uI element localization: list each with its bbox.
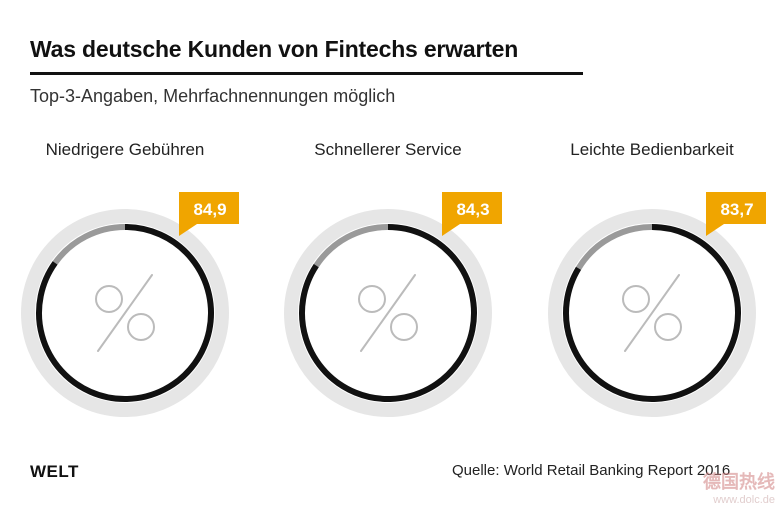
ring-value-arc: [299, 224, 477, 402]
value-label: 83,7: [720, 200, 753, 219]
ring-value-arc: [36, 224, 214, 402]
percent-icon: [358, 274, 418, 352]
donut-chart-1: Niedrigere Gebühren 84,9: [21, 140, 239, 417]
welt-logo: WELT: [30, 462, 79, 481]
percent-icon: [622, 274, 682, 352]
ring-track: [284, 209, 492, 417]
source-note: Quelle: World Retail Banking Report 2016: [452, 462, 731, 479]
ring-remainder-arc: [313, 224, 389, 268]
ring-value-arc: [563, 224, 741, 402]
ring-track: [21, 209, 229, 417]
ring-remainder-arc: [575, 224, 653, 270]
donut-chart-2: Schnellerer Service 84,3: [284, 140, 502, 417]
value-label: 84,3: [456, 200, 489, 219]
value-label: 84,9: [193, 200, 226, 219]
title-underline: [30, 72, 583, 75]
donut-chart-3: Leichte Bedienbarkeit 83,7: [548, 140, 766, 417]
ring-remainder-arc: [52, 224, 126, 265]
percent-icon: [95, 274, 155, 352]
ring-track: [548, 209, 756, 417]
value-badge: [442, 192, 502, 236]
watermark-text: 德国热线: [703, 472, 775, 492]
watermark: 德国热线 www.dolc.de: [665, 472, 775, 507]
donut-charts-area: Niedrigere Gebühren 84,9 Schnellerer Servi…: [0, 130, 780, 420]
category-label: Niedrigere Gebühren: [46, 140, 205, 159]
donut-charts-svg: Niedrigere Gebühren 84,9 Schnellerer Servi…: [21, 140, 766, 417]
watermark-url: www.dolc.de: [713, 493, 775, 506]
category-label: Leichte Bedienbarkeit: [570, 140, 734, 159]
value-badge: [179, 192, 239, 236]
category-label: Schnellerer Service: [314, 140, 461, 159]
chart-subtitle: Top-3-Angaben, Mehrfachnennungen möglich: [30, 86, 396, 106]
value-badge: [706, 192, 766, 236]
chart-title: Was deutsche Kunden von Fintechs erwarte…: [30, 36, 519, 62]
